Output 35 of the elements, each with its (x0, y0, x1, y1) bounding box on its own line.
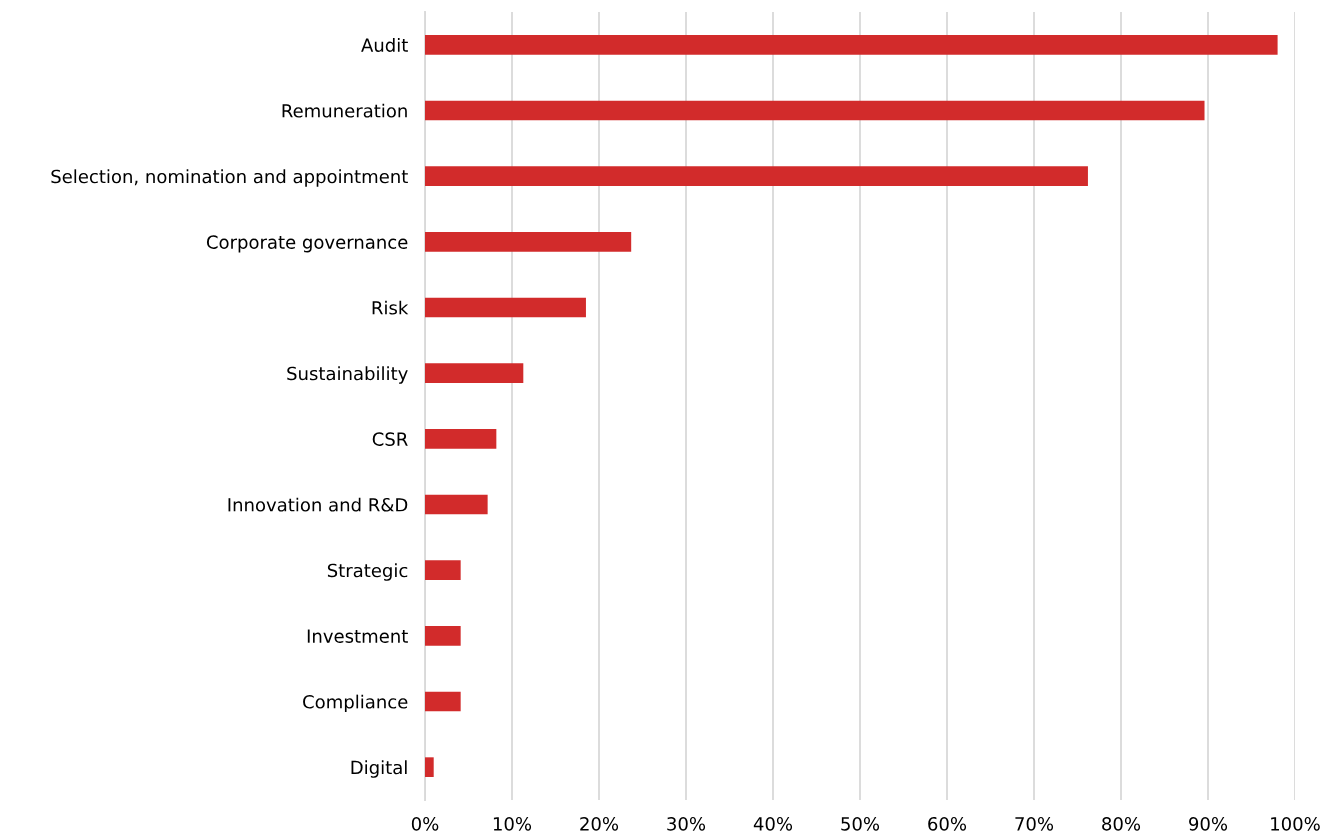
x-tick-label: 60% (928, 816, 967, 831)
x-tick-label: 70% (1015, 816, 1054, 831)
y-tick-label: Audit (361, 37, 408, 52)
y-tick-label: Compliance (303, 694, 408, 713)
bar (425, 100, 1205, 121)
y-tick-label: Strategic (327, 563, 408, 581)
bar (425, 494, 488, 515)
x-tick-label: 30% (667, 816, 706, 831)
y-tick-label: Digital (351, 760, 407, 778)
y-tick-label: Corporate governance (206, 235, 408, 253)
x-tick-label: 90% (1189, 816, 1228, 831)
bar (425, 428, 497, 449)
y-tick-label: Investment (307, 629, 408, 643)
bar (425, 757, 434, 778)
x-tick-label: 20% (580, 816, 619, 831)
bar (425, 297, 586, 318)
y-tick-label: Remuneration (282, 103, 407, 118)
x-tick-label: 0% (411, 816, 439, 831)
bar (425, 625, 461, 646)
x-tick-label: 80% (1102, 816, 1141, 831)
x-tick-label: 100% (1271, 816, 1320, 831)
bar (425, 691, 461, 712)
bar (425, 34, 1278, 55)
bar (425, 231, 632, 252)
y-tick-label: Sustainability (287, 366, 408, 384)
bar (425, 560, 461, 581)
x-tick-label: 40% (753, 816, 793, 831)
x-tick-label: 10% (493, 816, 532, 831)
y-tick-label: Selection, nomination and appointment (51, 169, 408, 187)
y-tick-label: CSR (372, 432, 408, 446)
x-tick-label: 50% (841, 816, 880, 831)
bar (425, 166, 1088, 187)
bar (425, 363, 524, 384)
y-tick-label: Risk (372, 300, 409, 315)
y-tick-label: Innovation and R&D (228, 497, 408, 512)
